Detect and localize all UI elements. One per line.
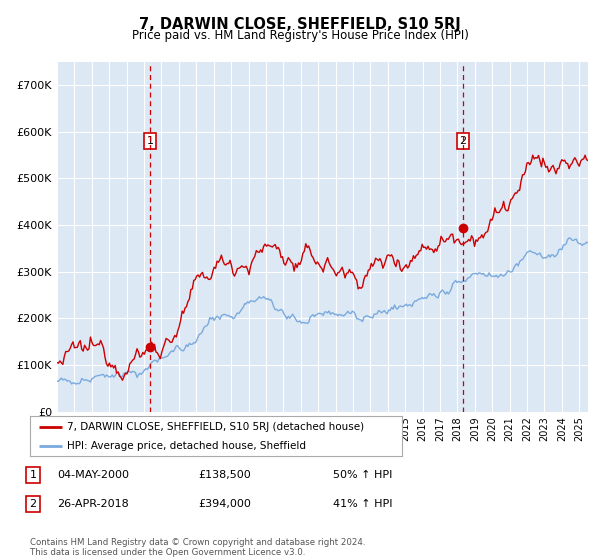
Text: 1: 1 bbox=[29, 470, 37, 480]
Text: 2: 2 bbox=[29, 499, 37, 509]
Text: 41% ↑ HPI: 41% ↑ HPI bbox=[333, 499, 392, 509]
Text: £394,000: £394,000 bbox=[198, 499, 251, 509]
Text: 2: 2 bbox=[460, 136, 467, 146]
Text: HPI: Average price, detached house, Sheffield: HPI: Average price, detached house, Shef… bbox=[67, 441, 306, 450]
Text: 50% ↑ HPI: 50% ↑ HPI bbox=[333, 470, 392, 480]
Text: 04-MAY-2000: 04-MAY-2000 bbox=[57, 470, 129, 480]
Text: 7, DARWIN CLOSE, SHEFFIELD, S10 5RJ (detached house): 7, DARWIN CLOSE, SHEFFIELD, S10 5RJ (det… bbox=[67, 422, 364, 432]
Text: 1: 1 bbox=[146, 136, 154, 146]
Text: Price paid vs. HM Land Registry's House Price Index (HPI): Price paid vs. HM Land Registry's House … bbox=[131, 29, 469, 42]
Text: 7, DARWIN CLOSE, SHEFFIELD, S10 5RJ: 7, DARWIN CLOSE, SHEFFIELD, S10 5RJ bbox=[139, 17, 461, 32]
Text: 26-APR-2018: 26-APR-2018 bbox=[57, 499, 129, 509]
Text: Contains HM Land Registry data © Crown copyright and database right 2024.
This d: Contains HM Land Registry data © Crown c… bbox=[30, 538, 365, 557]
Text: £138,500: £138,500 bbox=[198, 470, 251, 480]
